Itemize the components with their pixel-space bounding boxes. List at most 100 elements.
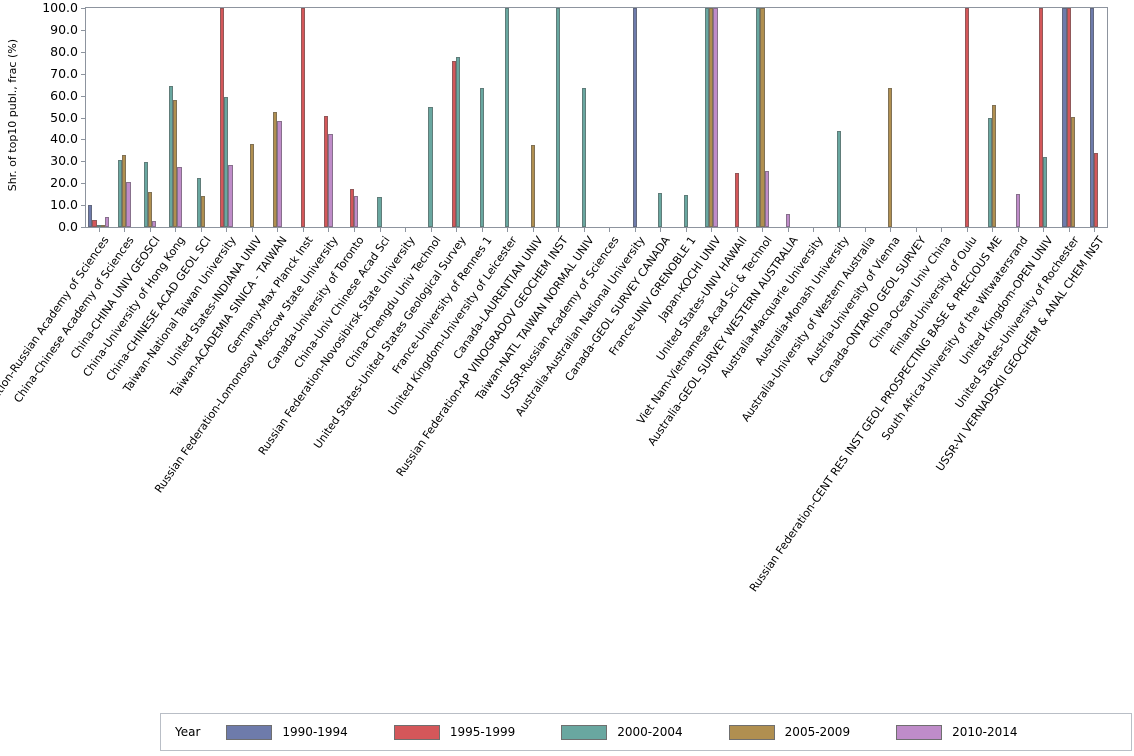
bar[interactable] bbox=[1090, 8, 1095, 227]
y-tick-mark bbox=[81, 74, 86, 75]
y-tick-label: 50.0 bbox=[50, 109, 78, 125]
bar[interactable] bbox=[987, 117, 993, 227]
bar[interactable] bbox=[734, 172, 739, 227]
bar[interactable] bbox=[143, 162, 148, 227]
y-tick-label: 60.0 bbox=[50, 87, 78, 103]
y-tick-label: 90.0 bbox=[50, 21, 78, 37]
bar[interactable] bbox=[173, 99, 178, 227]
bar[interactable] bbox=[530, 145, 535, 227]
bar[interactable] bbox=[683, 195, 688, 227]
legend-entries: 1990-1994 1995-1999 2000-2004 2005-2009 2010… bbox=[226, 724, 1063, 740]
bar[interactable] bbox=[456, 57, 461, 227]
y-tick-label: 80.0 bbox=[50, 43, 78, 59]
bar[interactable] bbox=[147, 191, 152, 227]
bar[interactable] bbox=[709, 8, 714, 227]
y-tick-label: 70.0 bbox=[50, 65, 78, 81]
bar[interactable] bbox=[220, 8, 225, 227]
bar[interactable] bbox=[836, 130, 842, 227]
bar[interactable] bbox=[200, 196, 206, 227]
y-tick-label: 0.0 bbox=[58, 218, 78, 234]
bar[interactable] bbox=[581, 87, 586, 227]
bar[interactable] bbox=[249, 144, 254, 227]
legend-entry[interactable]: 1990-1994 bbox=[226, 724, 348, 740]
y-tick-mark bbox=[81, 183, 86, 184]
bar[interactable] bbox=[324, 116, 329, 227]
bar[interactable] bbox=[713, 8, 718, 227]
bar[interactable] bbox=[105, 216, 110, 227]
y-tick-mark bbox=[81, 96, 86, 97]
bar[interactable] bbox=[96, 225, 101, 227]
legend-swatch bbox=[226, 724, 273, 740]
y-tick-label: 10.0 bbox=[50, 196, 78, 212]
legend-entry[interactable]: 2010-2014 bbox=[896, 724, 1018, 740]
y-tick-mark bbox=[81, 8, 86, 9]
bar[interactable] bbox=[1043, 156, 1048, 227]
y-tick-label: 40.0 bbox=[50, 131, 78, 147]
legend-swatch bbox=[561, 724, 608, 740]
legend-label: 1990-1994 bbox=[282, 725, 348, 739]
bar[interactable] bbox=[1038, 8, 1044, 227]
bar[interactable] bbox=[151, 220, 157, 227]
legend-swatch bbox=[393, 724, 440, 740]
y-tick-mark bbox=[81, 118, 86, 119]
legend-label: 2000-2004 bbox=[617, 725, 683, 739]
y-tick-label: 30.0 bbox=[50, 153, 78, 169]
bar[interactable] bbox=[785, 213, 791, 227]
legend-entry[interactable]: 1995-1999 bbox=[393, 724, 515, 740]
bar[interactable] bbox=[451, 60, 457, 227]
bar[interactable] bbox=[117, 160, 123, 227]
bar[interactable] bbox=[428, 106, 433, 227]
y-tick-mark bbox=[81, 30, 86, 31]
bar[interactable] bbox=[224, 97, 229, 227]
bar[interactable] bbox=[705, 8, 710, 227]
y-axis-ticks: 0.0 10.0 20.0 30.0 40.0 50.0 60.0 70.0 80.0 90.0 1… bbox=[0, 0, 1134, 240]
bar[interactable] bbox=[300, 8, 306, 227]
bar[interactable] bbox=[505, 8, 510, 227]
bar[interactable] bbox=[177, 167, 182, 227]
bar[interactable] bbox=[658, 192, 663, 227]
bar[interactable] bbox=[992, 105, 997, 227]
bar[interactable] bbox=[88, 205, 93, 227]
bar[interactable] bbox=[277, 120, 282, 227]
bar[interactable] bbox=[632, 8, 637, 227]
legend: Year 1990-1994 1995-1999 2000-2004 2005-200… bbox=[160, 713, 1132, 751]
bar[interactable] bbox=[479, 87, 484, 227]
y-tick-mark bbox=[81, 52, 86, 53]
bar[interactable] bbox=[1062, 8, 1067, 227]
bar[interactable] bbox=[196, 178, 201, 227]
bar[interactable] bbox=[328, 133, 333, 227]
y-tick-label: 20.0 bbox=[50, 174, 78, 190]
bar[interactable] bbox=[1066, 8, 1071, 227]
bar[interactable] bbox=[228, 165, 233, 227]
legend-entry[interactable]: 2005-2009 bbox=[728, 724, 851, 740]
bar[interactable] bbox=[887, 87, 893, 227]
legend-label: 2010-2014 bbox=[952, 725, 1018, 739]
bar[interactable] bbox=[764, 171, 769, 227]
bar[interactable] bbox=[1094, 153, 1099, 227]
bar[interactable] bbox=[126, 182, 131, 227]
bar[interactable] bbox=[377, 196, 382, 227]
y-tick-mark bbox=[81, 227, 86, 228]
bar[interactable] bbox=[756, 8, 761, 227]
bar[interactable] bbox=[169, 85, 174, 227]
bar[interactable] bbox=[1070, 117, 1075, 227]
legend-title: Year bbox=[175, 725, 201, 739]
legend-swatch bbox=[896, 724, 943, 740]
bar[interactable] bbox=[100, 224, 106, 227]
legend-swatch bbox=[728, 724, 775, 740]
bar[interactable] bbox=[354, 196, 359, 227]
legend-label: 2005-2009 bbox=[784, 725, 851, 739]
bar[interactable] bbox=[273, 111, 278, 227]
bar[interactable] bbox=[92, 219, 97, 227]
plot-area bbox=[86, 8, 1107, 227]
bar[interactable] bbox=[349, 188, 354, 227]
bar[interactable] bbox=[556, 8, 561, 227]
bar[interactable] bbox=[122, 155, 127, 227]
plot-frame bbox=[85, 7, 1108, 228]
bar[interactable] bbox=[760, 8, 765, 227]
legend-entry[interactable]: 2000-2004 bbox=[561, 724, 683, 740]
bar[interactable] bbox=[1015, 194, 1020, 227]
y-tick-mark bbox=[81, 205, 86, 206]
bar[interactable] bbox=[964, 8, 969, 227]
